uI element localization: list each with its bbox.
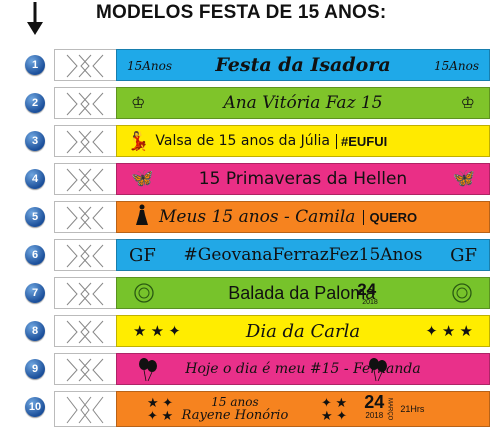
date-day: 24 <box>364 392 385 412</box>
wristband-clasp-tab <box>54 49 118 81</box>
wristband-clasp-tab <box>54 201 118 233</box>
model-number-badge: 6 <box>25 245 45 265</box>
wristband-strip: ★ ★ ✦ Dia da Carla ✦ ★ ★ <box>116 315 490 347</box>
wristband-model-8: 8 ★ ★ ✦ Dia da Carla ✦ ★ ★ <box>0 312 500 350</box>
wristband-clasp-tab <box>54 277 118 309</box>
model-number-badge: 7 <box>25 283 45 303</box>
wristband-strip: ♔ Ana Vitória Faz 15 ♔ <box>116 87 490 119</box>
wristband-strip: 💃 Valsa de 15 anos da Júlia #EUFUI <box>116 125 490 157</box>
wristband-clasp-tab <box>54 239 118 271</box>
wristband-clasp-tab <box>54 125 118 157</box>
wristband-model-5: 5 Meus 15 anos - Camila QUERO <box>0 198 500 236</box>
model-number-badge: 10 <box>25 397 45 417</box>
date-day: 24 <box>357 280 377 299</box>
wristband-line1: 15 anos <box>211 395 259 409</box>
monogram-logo: GF <box>450 245 477 266</box>
wristband-text: Hoje o dia é meu #15 - Fernanda <box>185 361 421 377</box>
brand-tag: QUERO <box>363 209 417 225</box>
down-arrow-icon <box>26 2 44 36</box>
event-time: 21Hrs <box>400 404 425 414</box>
wristband-text: Valsa de 15 anos da Júlia <box>155 133 330 149</box>
wristband-strip: Balada da Paloma 24 2018 <box>116 277 490 309</box>
wristband-strip: GF #GeovanaFerrazFez15Anos GF <box>116 239 490 271</box>
hashtag-tag: #EUFUI <box>335 133 387 149</box>
stars-icon: ★ ★ ✦ <box>133 323 181 340</box>
wristband-text: Balada da Paloma <box>228 282 376 303</box>
date-year: 2018 <box>365 411 384 420</box>
wristband-model-9: 9 Hoje o dia é meu #15 - Fernanda <box>0 350 500 388</box>
wristband-clasp-tab <box>54 163 118 195</box>
wristband-text: #GeovanaFerrazFez15Anos <box>183 245 423 265</box>
wristband-text: Ana Vitória Faz 15 <box>223 93 383 113</box>
model-number-badge: 4 <box>25 169 45 189</box>
crown-logo: 15Anos <box>127 59 173 73</box>
crown-logo: 15Anos <box>433 59 479 73</box>
page-title: MODELOS FESTA DE 15 ANOS: <box>96 2 387 23</box>
wristband-strip: Meus 15 anos - Camila QUERO <box>116 201 490 233</box>
date-month: MARÇO <box>386 397 393 421</box>
wristband-model-4: 4 🦋 15 Primaveras da Hellen 🦋 <box>0 160 500 198</box>
monogram-logo: GF <box>129 245 156 266</box>
balloons-icon <box>367 357 389 384</box>
wristband-model-3: 3 💃 Valsa de 15 anos da Júlia #EUFUI <box>0 122 500 160</box>
wristband-model-7: 7 Balada da Paloma 24 2018 <box>0 274 500 312</box>
wristband-line2: Rayene Honório <box>181 408 289 423</box>
wristband-clasp-tab <box>54 391 118 427</box>
dress-silhouette-icon <box>135 204 149 231</box>
wristband-model-1: 1 15Anos Festa da Isadora 15Anos <box>0 46 500 84</box>
wristband-strip: 🦋 15 Primaveras da Hellen 🦋 <box>116 163 490 195</box>
wristband-model-10: 10 ★ ✦ ✦ ★ 15 anos Rayene Honório ✦ ★ ★ ✦ … <box>0 388 500 432</box>
wristband-strip: ★ ✦ ✦ ★ 15 anos Rayene Honório ✦ ★ ★ ✦ 24 … <box>116 391 490 427</box>
wristband-model-6: 6 GF #GeovanaFerrazFez15Anos GF <box>0 236 500 274</box>
model-number-badge: 9 <box>25 359 45 379</box>
dancing-couple-icon: 💃 <box>127 130 150 151</box>
wristband-strip: 15Anos Festa da Isadora 15Anos <box>116 49 490 81</box>
laurel-emblem-icon <box>451 282 473 308</box>
stars-icon: ✦ ★ ★ <box>425 323 473 340</box>
laurel-emblem-icon <box>133 282 155 308</box>
wristband-clasp-tab <box>54 353 118 385</box>
crown-icon: ♔ <box>131 95 146 112</box>
wristband-model-2: 2 ♔ Ana Vitória Faz 15 ♔ <box>0 84 500 122</box>
butterfly-icon: 🦋 <box>452 168 475 188</box>
date-year: 2018 <box>362 298 378 306</box>
wristband-text: Dia da Carla <box>245 320 361 342</box>
butterfly-icon: 🦋 <box>131 168 154 188</box>
model-number-badge: 2 <box>25 93 45 113</box>
model-number-badge: 5 <box>25 207 45 227</box>
model-number-badge: 3 <box>25 131 45 151</box>
wristband-clasp-tab <box>54 87 118 119</box>
wristband-text: Festa da Isadora <box>215 54 391 76</box>
model-number-badge: 8 <box>25 321 45 341</box>
crown-icon: ♔ <box>460 95 475 112</box>
wristband-clasp-tab <box>54 315 118 347</box>
stars-icon: ★ ✦ ✦ ★ <box>147 395 174 423</box>
balloons-icon <box>137 357 159 384</box>
wristband-text: 15 Primaveras da Hellen <box>198 169 408 189</box>
wristband-text: Meus 15 anos - Camila <box>159 207 356 227</box>
wristband-strip: Hoje o dia é meu #15 - Fernanda <box>116 353 490 385</box>
model-number-badge: 1 <box>25 55 45 75</box>
stars-icon: ✦ ★ ★ ✦ <box>321 395 348 423</box>
